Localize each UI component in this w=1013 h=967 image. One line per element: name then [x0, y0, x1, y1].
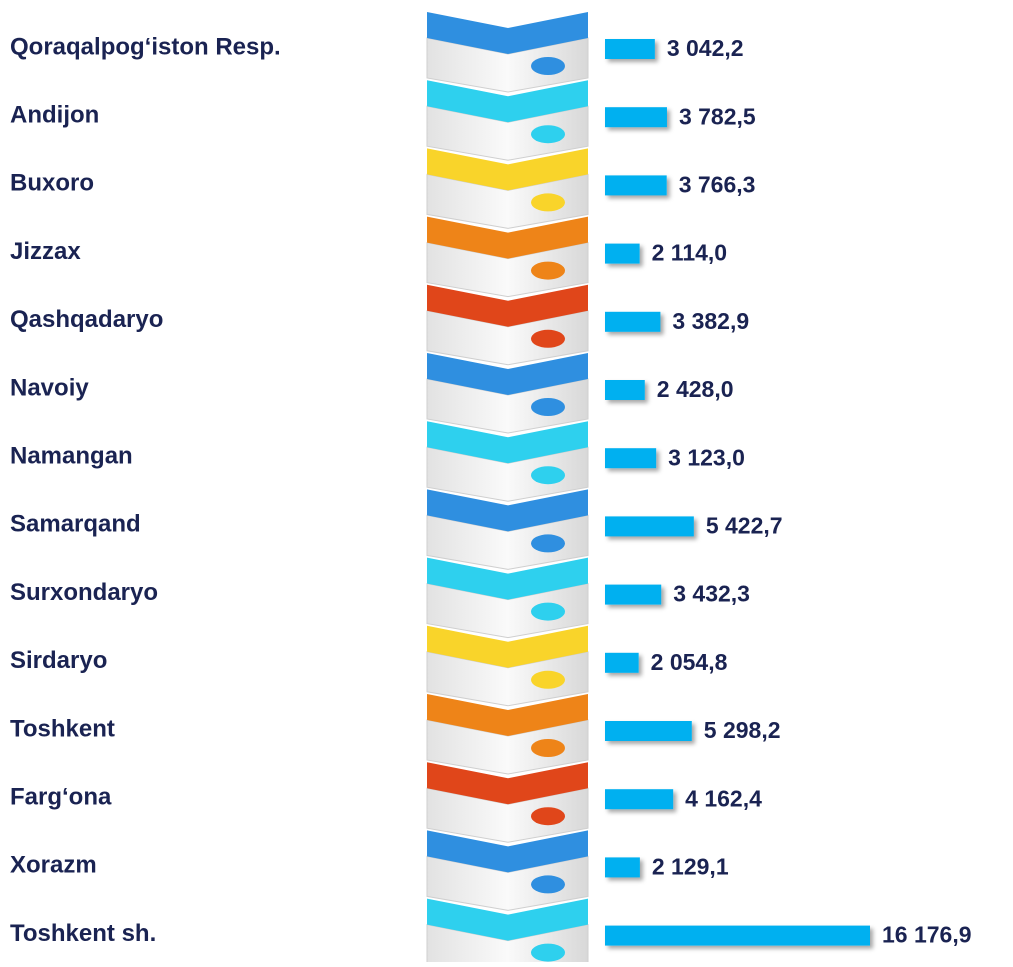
- ribbon-band: [427, 557, 588, 600]
- ribbon-dot: [531, 261, 565, 280]
- category-label: Namangan: [10, 443, 133, 470]
- category-label: Farg‘ona: [10, 784, 112, 811]
- category-label: Jizzax: [10, 238, 81, 265]
- value-label: 3 382,9: [672, 308, 749, 334]
- ribbon-band: [427, 421, 588, 464]
- category-label: Sirdaryo: [10, 647, 107, 674]
- value-label: 3 042,2: [667, 35, 744, 61]
- ribbon-dot: [531, 125, 565, 144]
- value-label: 3 766,3: [679, 171, 756, 197]
- value-label: 3 432,3: [673, 581, 750, 607]
- ribbon-band: [427, 830, 588, 873]
- ribbon-band: [427, 216, 588, 259]
- ribbon-dot: [531, 875, 565, 894]
- bar: [605, 925, 870, 946]
- value-label: 2 114,0: [652, 240, 727, 266]
- category-label: Toshkent sh.: [10, 920, 156, 947]
- ribbon-band: [427, 762, 588, 805]
- bar: [605, 652, 639, 673]
- value-label: 2 129,1: [652, 853, 729, 879]
- ribbon-band: [427, 898, 588, 941]
- bar: [605, 311, 661, 332]
- ribbon-dot: [531, 329, 565, 348]
- bar: [605, 448, 657, 469]
- ribbon-dot: [531, 57, 565, 75]
- ribbon-dot: [531, 398, 565, 416]
- ribbon-band: [427, 625, 588, 668]
- ribbon-band: [427, 148, 588, 191]
- bar: [605, 107, 667, 128]
- ribbon-band: [427, 694, 588, 736]
- ribbon-dot: [531, 943, 565, 962]
- ribbon-dot: [531, 534, 565, 553]
- bar: [605, 857, 640, 878]
- category-label: Samarqand: [10, 511, 141, 538]
- ribbon-dot: [531, 807, 565, 826]
- category-label: Qoraqalpog‘iston Resp.: [10, 33, 281, 60]
- ribbon-dot: [531, 670, 565, 689]
- bar: [605, 789, 674, 810]
- category-label: Toshkent: [10, 715, 115, 742]
- ribbon-band: [427, 80, 588, 123]
- category-label: Surxondaryo: [10, 579, 158, 606]
- bar: [605, 584, 662, 605]
- ribbon-dot: [531, 466, 565, 485]
- ribbon-band: [427, 284, 588, 327]
- bar: [605, 175, 667, 196]
- ribbon-band: [427, 489, 588, 532]
- bar: [605, 380, 645, 400]
- value-label: 3 123,0: [668, 444, 745, 470]
- bar: [605, 721, 692, 741]
- bar: [605, 243, 640, 264]
- ribbon-band: [427, 353, 588, 395]
- value-label: 5 298,2: [704, 717, 781, 743]
- category-label: Qashqadaryo: [10, 306, 163, 333]
- category-label: Buxoro: [10, 170, 94, 197]
- value-label: 3 782,5: [679, 103, 756, 129]
- value-label: 2 054,8: [651, 649, 728, 675]
- ribbon-band: [427, 12, 588, 54]
- category-label: Navoiy: [10, 374, 89, 401]
- value-label: 5 422,7: [706, 512, 783, 538]
- bar: [605, 39, 655, 59]
- value-label: 16 176,9: [882, 922, 972, 948]
- category-label: Xorazm: [10, 852, 97, 879]
- ribbon-dot: [531, 602, 565, 621]
- ribbon-dot: [531, 739, 565, 757]
- value-label: 2 428,0: [657, 376, 734, 402]
- value-label: 4 162,4: [685, 785, 762, 811]
- ribbon-dot: [531, 193, 565, 212]
- bar: [605, 516, 694, 537]
- category-label: Andijon: [10, 102, 99, 129]
